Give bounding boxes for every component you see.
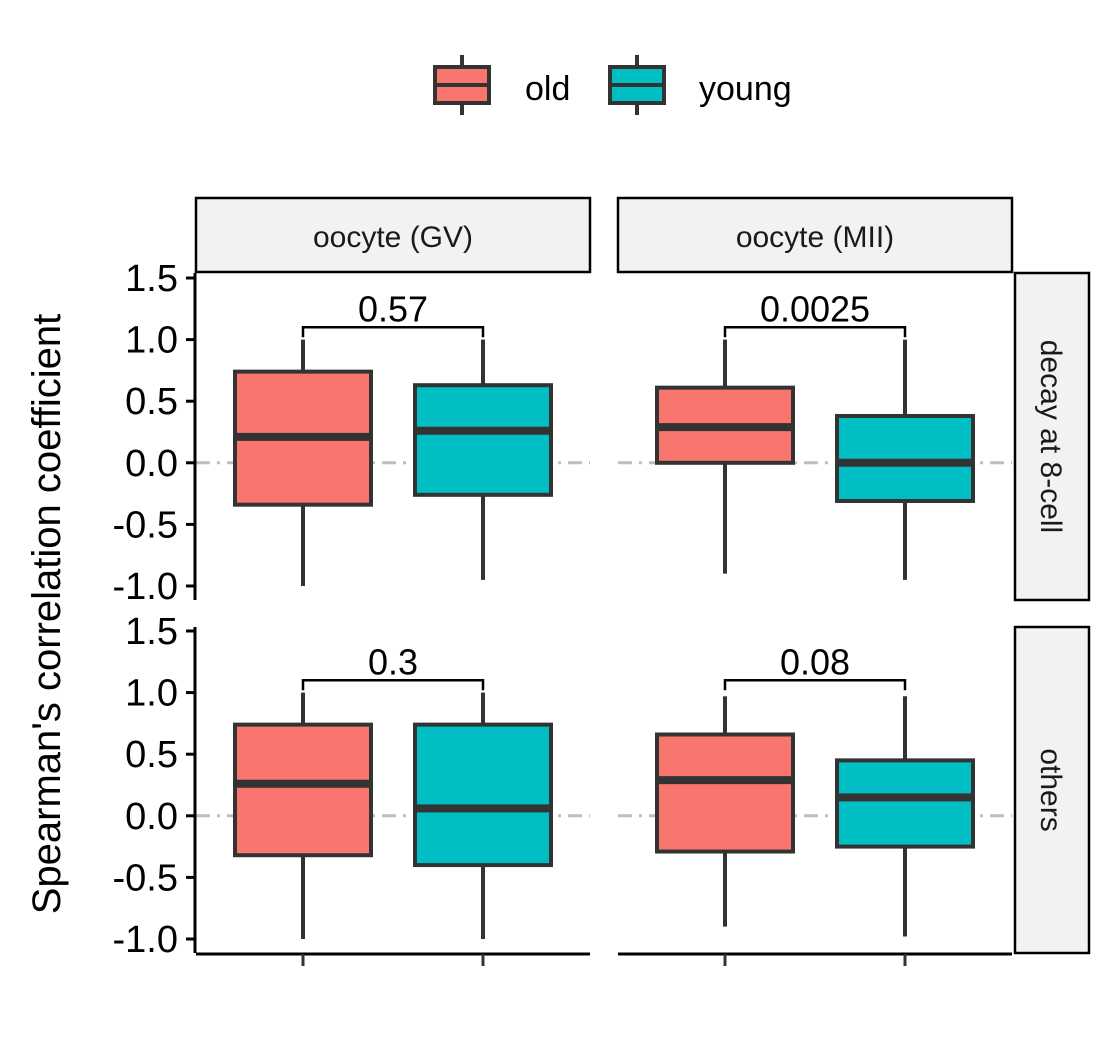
box-old [233, 722, 373, 858]
y-tick-label: 1.5 [125, 611, 178, 653]
significance-bracket [301, 326, 485, 338]
y-tick-label: 1.0 [125, 673, 178, 715]
p-value-label: 0.57 [358, 288, 428, 329]
p-value-label: 0.0025 [760, 288, 870, 329]
legend-label-young: young [699, 70, 792, 108]
row-strip-label: decay at 8-cell [1034, 340, 1067, 533]
y-tick-label: -1.0 [113, 566, 178, 608]
y-tick-label: 0.5 [125, 734, 178, 776]
column-strip [194, 196, 592, 274]
axes: -1.0-0.50.00.51.01.5-1.0-0.50.00.51.01.5 [113, 258, 1012, 966]
row-strip [1013, 625, 1091, 955]
y-tick-label: 0.5 [125, 381, 178, 423]
significance-bracket [723, 679, 907, 691]
y-tick-label: 1.0 [125, 320, 178, 362]
box-young [413, 383, 553, 497]
panel: 0.3 [196, 641, 590, 939]
box-young [835, 758, 975, 849]
column-strip-label: oocyte (MII) [736, 221, 894, 254]
y-tick-label: 0.0 [125, 443, 178, 485]
facet-strips: oocyte (GV) oocyte (MII) decay at 8-cell ot… [194, 196, 1091, 955]
plot-panels: 0.57 0.0025 0.3 0.08 [196, 288, 1012, 939]
panel: 0.57 [196, 288, 590, 586]
box-young [835, 413, 975, 503]
legend: old young [433, 55, 792, 115]
panel: 0.0025 [618, 288, 1012, 580]
significance-bracket [723, 326, 907, 338]
significance-bracket [301, 679, 485, 691]
y-tick-label: -1.0 [113, 919, 178, 961]
column-strip [616, 196, 1014, 274]
panel: 0.08 [618, 641, 1012, 937]
y-tick-label: -0.5 [113, 857, 178, 899]
p-value-label: 0.3 [368, 641, 418, 682]
column-strip-label: oocyte (GV) [313, 221, 473, 254]
row-strip [1013, 271, 1091, 602]
legend-label-old: old [525, 70, 570, 108]
y-tick-label: 0.0 [125, 796, 178, 838]
y-tick-label: -0.5 [113, 504, 178, 546]
p-value-label: 0.08 [780, 641, 850, 682]
y-tick-label: 1.5 [125, 258, 178, 300]
box-young [413, 722, 553, 868]
box-old [655, 732, 795, 854]
row-strip-label: others [1034, 748, 1067, 831]
y-axis-label: Spearman's correlation coefficient [25, 314, 69, 915]
